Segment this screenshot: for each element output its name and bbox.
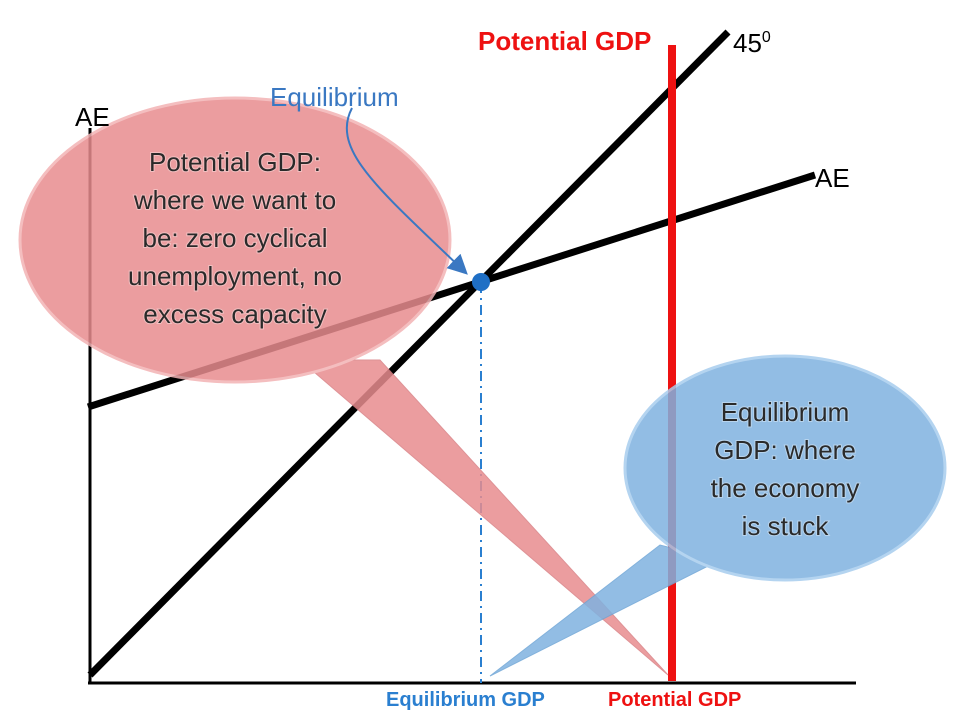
x-equilibrium-gdp: Equilibrium GDP (386, 689, 545, 711)
line-45-label: 450 (733, 28, 771, 58)
callout-line: be: zero cyclical (143, 223, 328, 253)
callout-line: Potential GDP: (149, 147, 321, 177)
equilibrium-label: Equilibrium (270, 82, 399, 112)
line-45 (87, 29, 731, 678)
equilibrium-callout-text: Equilibrium GDP: where the economy is stuck (710, 396, 861, 542)
equilibrium-arrow (345, 107, 468, 275)
x-potential-gdp: Potential GDP (608, 689, 741, 711)
callout-line: excess capacity (143, 299, 327, 329)
line-45-sup: 0 (762, 29, 771, 46)
callout-tail (489, 544, 722, 677)
callout-line: unemployment, no (128, 261, 342, 291)
equilibrium-callout (489, 354, 947, 677)
callout-line: the economy (711, 473, 860, 503)
line-45-text: 45 (733, 28, 762, 58)
y-axis-label: AE (75, 102, 110, 132)
potential-gdp-label: Potential GDP (478, 26, 651, 56)
callout-tail (298, 359, 669, 676)
callout-bubble (623, 354, 947, 582)
callout-line: is stuck (742, 511, 830, 541)
equilibrium-point (472, 273, 490, 291)
callout-bubble (18, 96, 452, 384)
callout-line: GDP: where (714, 435, 856, 465)
callout-line: where we want to (133, 185, 336, 215)
callout-line: Equilibrium (721, 397, 850, 427)
ae-line-label: AE (815, 163, 850, 193)
potential-callout-text: Potential GDP: where we want to be: zero c… (127, 146, 343, 330)
potential-callout (18, 96, 669, 676)
